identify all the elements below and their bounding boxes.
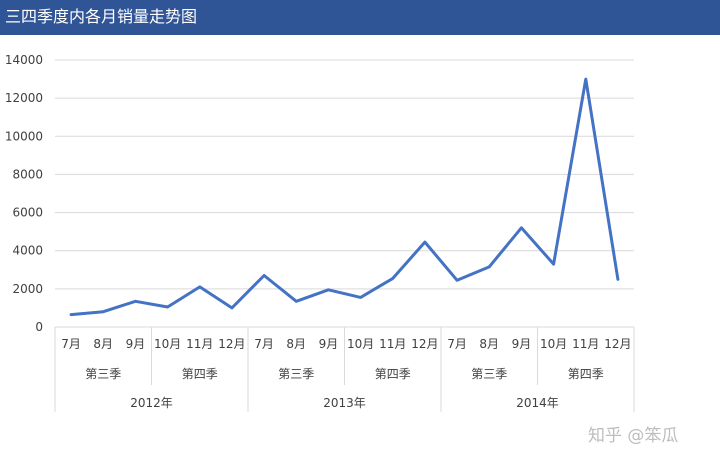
data-point: [327, 288, 330, 291]
x-tick-label: 10月: [154, 337, 181, 351]
x-tick-label: 10月: [347, 337, 374, 351]
x-tick-label: 8月: [93, 337, 113, 351]
x-tick-label: 10月: [540, 337, 567, 351]
data-point: [584, 78, 587, 81]
y-tick-label: 6000: [12, 206, 43, 220]
data-point: [134, 300, 137, 303]
watermark: 知乎 @笨瓜: [588, 426, 679, 446]
series-line: [69, 77, 620, 317]
y-tick-label: 14000: [5, 53, 43, 67]
y-axis-ticks: 0 2000 4000 6000 8000 10000 12000 14000: [5, 53, 43, 334]
data-point: [456, 279, 459, 282]
x-tick-label: 8月: [479, 337, 499, 351]
x-tick-label: 11月: [379, 337, 406, 351]
gridlines: [55, 59, 634, 328]
data-point: [166, 305, 169, 308]
data-point: [263, 274, 266, 277]
x-tick-label: 12月: [411, 337, 438, 351]
x-tick-label: 12月: [604, 337, 631, 351]
data-point: [230, 306, 233, 309]
data-point: [359, 296, 362, 299]
y-tick-label: 4000: [12, 244, 43, 258]
y-tick-label: 12000: [5, 91, 43, 105]
year-label: 2014年: [516, 396, 559, 410]
x-tick-label: 9月: [126, 337, 146, 351]
quarter-label: 第三季: [471, 367, 507, 381]
data-point: [423, 241, 426, 244]
quarter-label: 第四季: [182, 367, 218, 381]
x-tick-label: 7月: [61, 337, 81, 351]
x-tick-label: 7月: [447, 337, 467, 351]
x-tick-label: 11月: [186, 337, 213, 351]
chart-title: 三四季度内各月销量走势图: [5, 7, 198, 26]
x-tick-label: 9月: [319, 337, 339, 351]
year-label: 2012年: [130, 396, 173, 410]
data-point: [102, 310, 105, 313]
data-point: [391, 277, 394, 280]
quarter-label: 第三季: [278, 367, 314, 381]
x-tick-label: 7月: [254, 337, 274, 351]
x-tick-label: 11月: [572, 337, 599, 351]
data-point: [616, 278, 619, 281]
y-tick-label: 10000: [5, 129, 43, 143]
data-point: [295, 300, 298, 303]
series-layer: [69, 77, 620, 317]
quarter-label: 第四季: [568, 367, 604, 381]
x-tick-label: 12月: [218, 337, 245, 351]
y-tick-label: 8000: [12, 167, 43, 181]
y-tick-label: 0: [35, 320, 43, 334]
data-point: [198, 285, 201, 288]
data-point: [520, 226, 523, 229]
data-point: [488, 265, 491, 268]
quarter-label: 第四季: [375, 367, 411, 381]
x-axis: 7月 8月 9月 10月 11月 12月 7月 8月 9月 10月 11月 12月 7月 8月 9月 10月 1…: [54, 327, 635, 412]
data-point: [552, 263, 555, 266]
x-tick-label: 8月: [286, 337, 306, 351]
x-tick-label: 9月: [512, 337, 532, 351]
year-label: 2013年: [323, 396, 366, 410]
y-tick-label: 2000: [12, 282, 43, 296]
data-point: [70, 313, 73, 316]
title-bar: 三四季度内各月销量走势图: [0, 0, 720, 35]
quarter-label: 第三季: [85, 367, 121, 381]
